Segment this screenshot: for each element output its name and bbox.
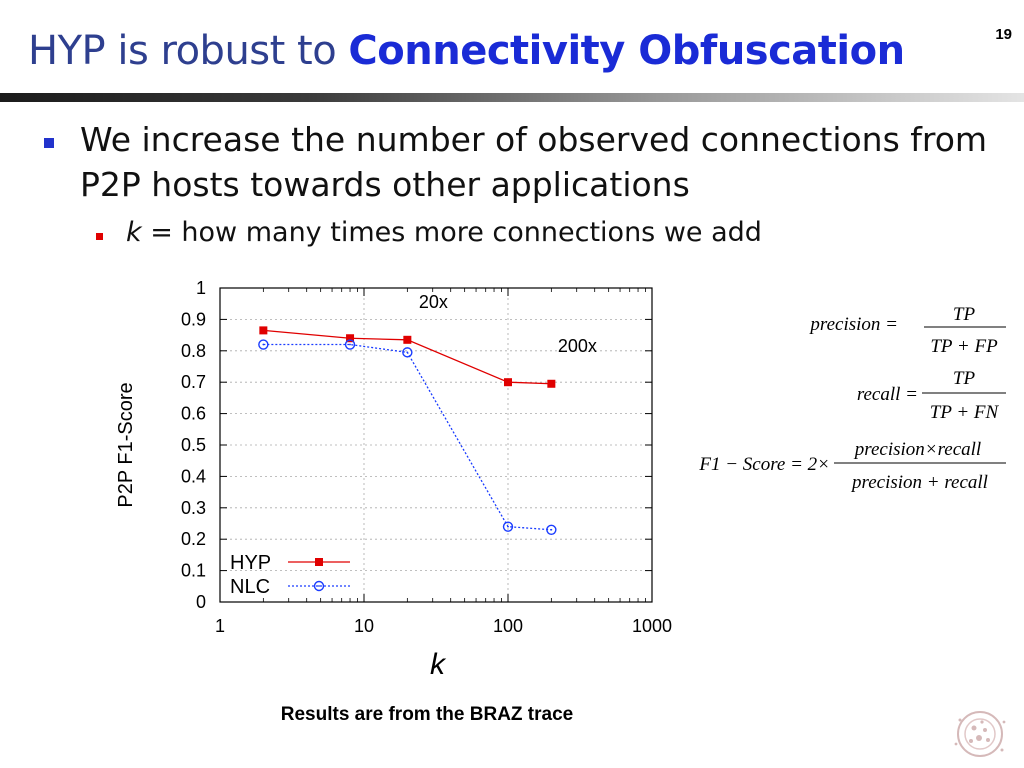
bullet-square-icon <box>44 138 54 148</box>
point-hyp <box>259 326 268 335</box>
annotation-label: 20x <box>419 292 448 312</box>
formulas-svg: precision = TP TP + FP recall = TP TP + … <box>698 304 1006 493</box>
point-nlc <box>402 347 413 358</box>
bullet-2-text: k = how many times more connections we a… <box>126 214 762 252</box>
x-tick-label: 1000 <box>632 616 672 636</box>
legend-marker-nlc <box>313 580 325 592</box>
point-hyp <box>403 335 412 344</box>
point-nlc <box>344 339 356 350</box>
y-tick-label: 0.5 <box>181 435 206 455</box>
chart-grid <box>220 288 652 602</box>
precision-denominator: TP + FP <box>930 336 998 357</box>
y-tick-label: 0.2 <box>181 529 206 549</box>
recall-numerator: TP <box>953 368 976 389</box>
precision-numerator: TP <box>953 304 976 325</box>
f1-numerator: precision×recall <box>853 439 981 460</box>
point-nlc-dot <box>550 528 553 531</box>
x-axis-label: k <box>430 648 445 681</box>
f1-denominator: precision + recall <box>850 472 988 493</box>
point-nlc-dot <box>262 343 265 346</box>
seal-icon <box>954 711 1006 757</box>
point-hyp <box>504 378 512 387</box>
university-seal-logo <box>938 700 1022 764</box>
y-tick-label: 0.6 <box>181 404 206 424</box>
y-tick-label: 0.7 <box>181 372 206 392</box>
point-nlc <box>546 524 557 535</box>
y-tick-label: 0.8 <box>181 341 206 361</box>
metric-formulas: precision = TP TP + FP recall = TP TP + … <box>670 300 1020 500</box>
bullet-2-rest: = how many times more connections we add <box>141 217 762 248</box>
slide-number: 19 <box>995 26 1012 43</box>
x-tick-label: 1 <box>215 616 225 636</box>
point-hyp <box>346 334 355 343</box>
annotation-label: 200x <box>558 336 597 356</box>
legend-marker-hyp <box>315 558 323 566</box>
point-nlc <box>258 339 269 350</box>
bullet-1-text: We increase the number of observed conne… <box>80 120 988 204</box>
title-normal-part: HYP is robust to <box>28 28 349 74</box>
recall-denominator: TP + FN <box>930 402 1000 423</box>
chart-annotations: 20x 200x <box>419 292 597 356</box>
x-tick-label: 100 <box>493 616 523 636</box>
y-tick-label: 0 <box>196 592 206 612</box>
legend-label-nlc: NLC <box>230 576 270 598</box>
y-tick-label: 0.4 <box>181 466 206 486</box>
legend-label-hyp: HYP <box>230 552 271 574</box>
y-axis-label: P2P F1-Score <box>115 382 137 507</box>
title-divider-bar <box>0 93 1024 102</box>
point-hyp <box>547 379 556 388</box>
title-bold-part: Connectivity Obfuscation <box>348 28 905 74</box>
k-variable: k <box>126 217 142 248</box>
point-nlc <box>502 521 514 532</box>
point-nlc-dot <box>507 525 509 528</box>
recall-lhs: recall = <box>857 384 918 405</box>
y-tick-label: 0.9 <box>181 309 206 329</box>
x-tick-label: 10 <box>354 616 374 636</box>
y-tick-label: 0.1 <box>181 561 206 581</box>
point-nlc-dot <box>406 351 409 354</box>
y-tick-label: 1 <box>196 278 206 298</box>
chart-svg: 00.10.20.30.40.50.60.70.80.911 10 100 1000 … <box>115 278 672 636</box>
plot-frame <box>219 287 653 603</box>
y-tick-label: 0.3 <box>181 498 206 518</box>
chart-series <box>258 326 557 535</box>
legend-marker-nlc-dot <box>318 585 320 587</box>
chart-tick-labels: 0 0.1 0.2 0.3 0.4 0.5 0.6 0.7 0.8 0.9 1 1 10 100 1000 <box>181 278 672 636</box>
series-line-nlc <box>263 343 552 531</box>
sub-bullet-square-icon <box>96 233 103 240</box>
f1-score-chart: 0 0.1 0.2 0.3 0.4 0.5 0.6 0.7 0.8 0.9 1 1 10 100 1000 … <box>100 270 700 690</box>
slide-title: HYP is robust to Connectivity Obfuscatio… <box>28 28 905 74</box>
precision-lhs: precision = <box>808 314 898 335</box>
results-caption: Results are from the BRAZ trace <box>280 704 574 725</box>
point-nlc-dot <box>349 343 351 346</box>
f1-lhs: F1 − Score = 2× <box>698 454 830 475</box>
